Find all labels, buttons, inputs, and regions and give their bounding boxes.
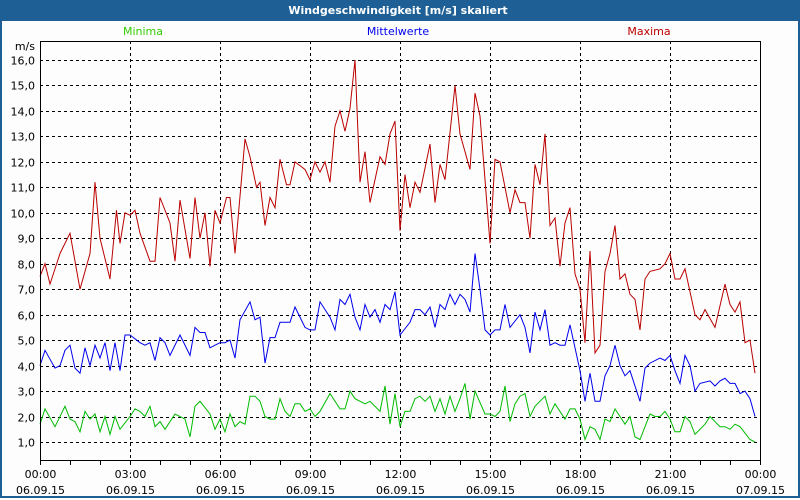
y-tick-label: 6,0 [18,310,36,323]
x-tick-date-label: 06.09.15 [376,484,425,497]
x-tick-date-label: 07.09.15 [736,484,785,497]
x-tick-time-label: 03:00 [115,468,147,481]
y-tick-label: 8,0 [18,259,36,272]
x-tick-time-label: 18:00 [565,468,597,481]
y-tick-label: 1,0 [18,437,36,450]
x-tick-time-label: 21:00 [655,468,687,481]
y-tick-label: 11,0 [11,182,36,195]
legend-minima: Minima [123,25,163,38]
y-tick-label: 2,0 [18,412,36,425]
y-tick-label: 16,0 [11,55,36,68]
series-line-mittelwerte [39,253,756,417]
x-tick-time-label: 12:00 [385,468,417,481]
y-tick-label: 12,0 [11,157,36,170]
x-tick-date-label: 06.09.15 [466,484,515,497]
x-tick-date-label: 06.09.15 [16,484,65,497]
y-tick-label: 13,0 [11,131,36,144]
x-tick-time-label: 00:00 [25,468,57,481]
x-tick-time-label: 00:00 [745,468,777,481]
x-tick-date-label: 06.09.15 [556,484,605,497]
series-line-minima [39,383,756,443]
y-tick-label: 3,0 [18,386,36,399]
legend-mittelwerte: Mittelwerte [367,25,430,38]
legend-maxima: Maxima [627,25,670,38]
series-line-maxima [39,59,756,374]
x-tick-date-label: 06.09.15 [646,484,695,497]
y-tick-label: 14,0 [11,106,36,119]
y-tick-label: 5,0 [18,335,36,348]
x-tick-date-label: 06.09.15 [196,484,245,497]
x-tick-time-label: 06:00 [205,468,237,481]
x-tick-time-label: 15:00 [475,468,507,481]
y-tick-label: 15,0 [11,80,36,93]
y-tick-label: 7,0 [18,284,36,297]
plot-frame [40,41,761,461]
x-tick-date-label: 06.09.15 [106,484,155,497]
y-axis-label: m/s [15,40,35,53]
x-tick-date-label: 06.09.15 [286,484,335,497]
x-tick-time-label: 09:00 [295,468,327,481]
window-title: Windgeschwindigkeit [m/s] skaliert [0,0,798,21]
y-tick-label: 4,0 [18,361,36,374]
y-tick-label: 10,0 [11,208,36,221]
y-tick-label: 9,0 [18,233,36,246]
